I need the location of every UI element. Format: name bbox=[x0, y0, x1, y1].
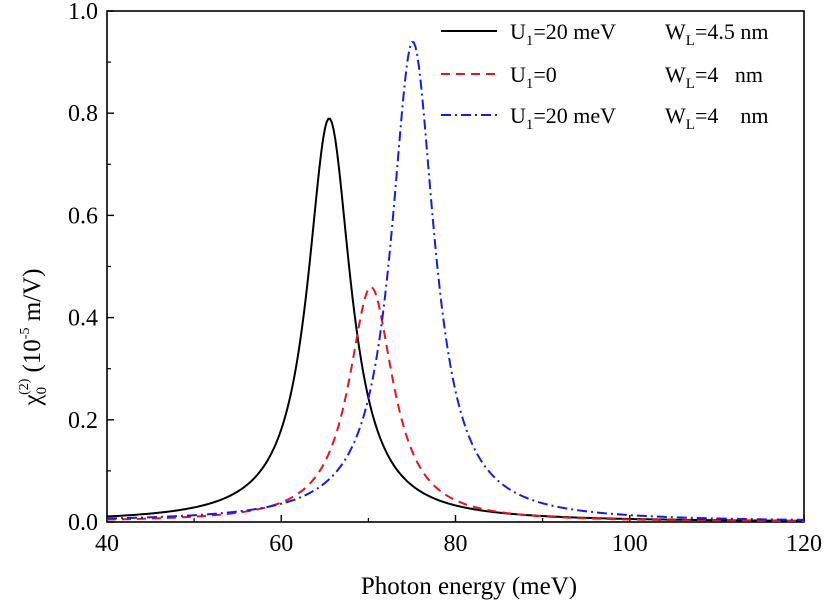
y-tick-label: 0.6 bbox=[68, 203, 98, 229]
series-layer bbox=[106, 41, 805, 523]
y-label-units-suffix: m/V) bbox=[19, 269, 46, 328]
y-label-units-prefix: (10 bbox=[19, 339, 46, 372]
x-tick-label: 60 bbox=[269, 531, 293, 557]
legend: U1=20 meV WL=4.5 nm U1=0 WL=4 nm U1=20 meV WL… bbox=[441, 19, 768, 133]
x-tick-label: 80 bbox=[444, 531, 468, 557]
x-tick-label: 40 bbox=[95, 531, 119, 557]
y-tick-label: 0.8 bbox=[68, 101, 98, 127]
y-label-subscript: 0 bbox=[34, 387, 50, 395]
series-line-2 bbox=[106, 286, 805, 523]
y-axis-label-text: χ0(2) (10-5 m/V) bbox=[17, 269, 50, 407]
y-tick-label: 0.4 bbox=[68, 306, 98, 332]
y-tick-label: 0.2 bbox=[68, 408, 98, 434]
x-axis-label: Photon energy (meV) bbox=[361, 573, 577, 600]
y-label-units-exponent: -5 bbox=[18, 328, 33, 340]
y-tick-label: 1.0 bbox=[68, 0, 98, 25]
axes-frame bbox=[106, 10, 805, 523]
axis-ticks: 40 60 80 100 120 0.0 0.2 0.4 0.6 0.8 1.0 bbox=[68, 0, 822, 557]
series-line-1 bbox=[106, 117, 805, 522]
y-axis-label: χ0(2) (10-5 m/V) bbox=[17, 269, 50, 407]
legend-label-w-2: WL=4 nm bbox=[665, 62, 763, 92]
legend-label-w-1: WL=4.5 nm bbox=[665, 19, 768, 49]
plot-area-border bbox=[106, 10, 805, 523]
legend-label-u-1: U1=20 meV bbox=[510, 19, 616, 49]
y-label-superscript: (2) bbox=[17, 378, 32, 395]
legend-label-w-3: WL=4 nm bbox=[665, 103, 768, 133]
legend-label-u-3: U1=20 meV bbox=[510, 103, 616, 133]
y-label-symbol: χ bbox=[19, 394, 46, 406]
x-tick-label: 120 bbox=[786, 531, 822, 557]
y-tick-label: 0.0 bbox=[68, 510, 98, 536]
legend-label-u-2: U1=0 bbox=[510, 62, 557, 92]
x-tick-label: 100 bbox=[612, 531, 648, 557]
